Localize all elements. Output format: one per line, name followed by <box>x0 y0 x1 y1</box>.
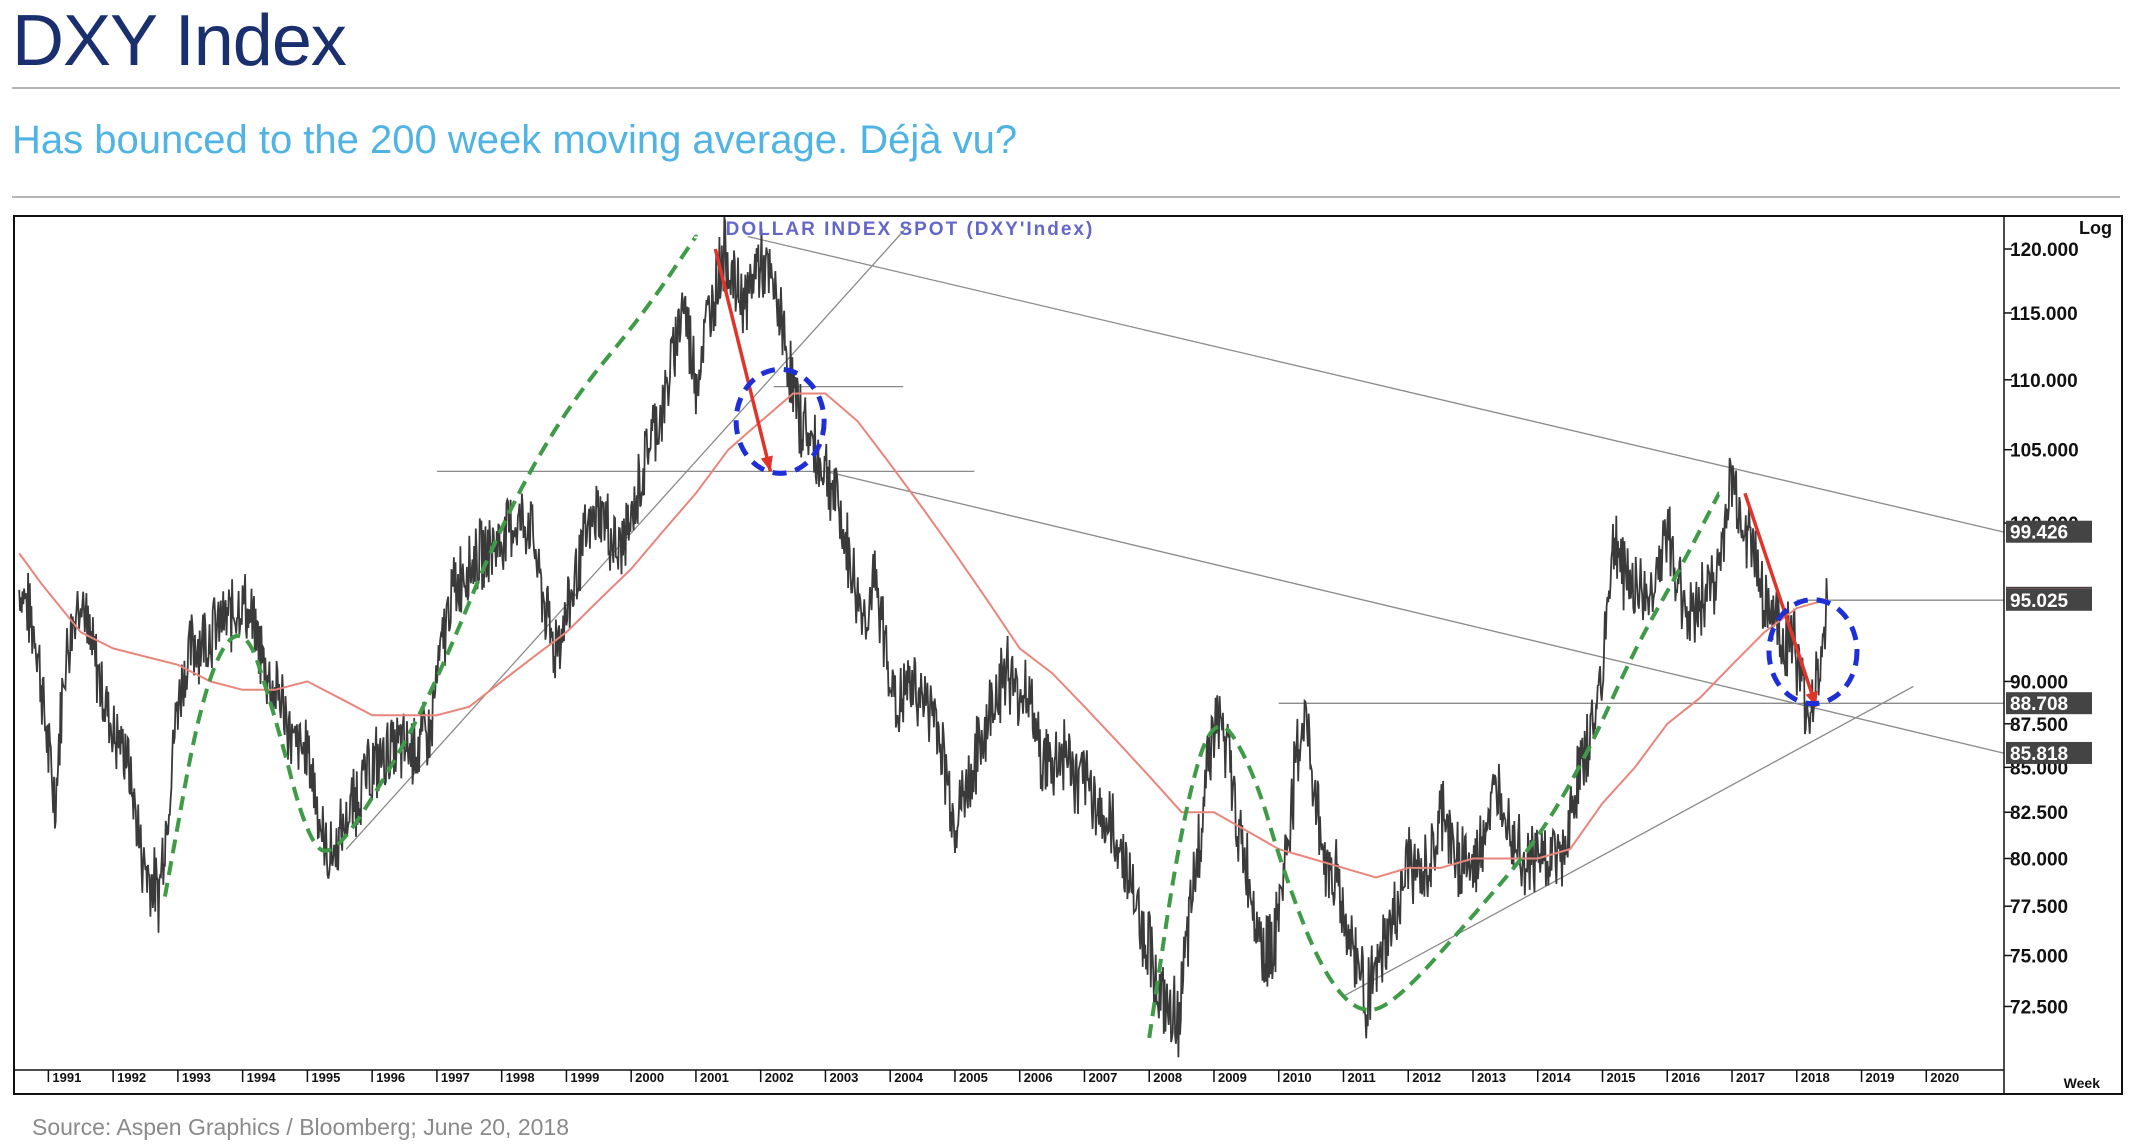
x-tick-label: 2015 <box>1607 1070 1636 1085</box>
x-tick-label: 2016 <box>1671 1070 1700 1085</box>
green-wave-annotation <box>162 234 698 899</box>
x-tick-label: 2004 <box>894 1070 924 1085</box>
x-tick-label: 2017 <box>1736 1070 1765 1085</box>
y-tick-label: 110.000 <box>2010 371 2078 392</box>
x-tick-label: 2018 <box>1801 1070 1830 1085</box>
price-label-box <box>2006 741 2092 764</box>
x-tick-label: 2008 <box>1153 1070 1182 1085</box>
price-label-box <box>2006 692 2092 715</box>
x-tick-label: 2003 <box>829 1070 858 1085</box>
red-arrowhead <box>760 455 773 472</box>
y-tick-label: 77.500 <box>2010 897 2068 918</box>
y-tick-label: 87.500 <box>2010 715 2068 736</box>
price-label: 88.708 <box>2010 694 2068 715</box>
red-arrow-annotation <box>713 248 773 472</box>
subtitle-divider <box>12 196 2120 198</box>
scale-label: Log <box>2079 218 2112 238</box>
x-tick-label: 1996 <box>376 1070 405 1085</box>
price-label: 85.818 <box>2010 744 2068 765</box>
x-tick-label: 2007 <box>1088 1070 1117 1085</box>
price-label-box <box>2006 588 2092 611</box>
green-wave-annotation <box>1147 491 1722 1039</box>
y-tick-label: 90.000 <box>2010 672 2068 693</box>
y-tick-label: 120.000 <box>2010 240 2079 261</box>
moving-average-line <box>18 392 1828 879</box>
price-label: 95.025 <box>2010 591 2069 612</box>
blue-circle-annotation <box>1766 597 1860 707</box>
x-tick-label: 2009 <box>1218 1070 1247 1085</box>
y-tick-label: 80.000 <box>2010 849 2068 870</box>
x-tick-label: 2013 <box>1477 1070 1506 1085</box>
trendline <box>747 235 2005 533</box>
x-tick-label: 2019 <box>1866 1070 1895 1085</box>
x-tick-label: 1995 <box>311 1070 340 1085</box>
trendline <box>1343 685 1914 997</box>
x-tick-label: 1999 <box>570 1070 599 1085</box>
title-divider <box>12 87 2120 89</box>
chart-title: DOLLAR INDEX SPOT (DXY'Index) <box>726 219 1095 240</box>
y-tick-label: 105.000 <box>2010 441 2079 462</box>
y-tick-label: 75.000 <box>2010 947 2068 968</box>
x-tick-label: 2002 <box>765 1070 794 1085</box>
x-tick-label: 1992 <box>117 1070 146 1085</box>
x-tick-label: 2006 <box>1024 1070 1053 1085</box>
y-tick-label: 115.000 <box>2010 304 2078 325</box>
x-tick-label: 2000 <box>635 1070 664 1085</box>
x-tick-label: 2005 <box>959 1070 988 1085</box>
chart-frame <box>13 215 2123 1095</box>
red-arrow-annotation <box>1743 492 1818 708</box>
x-tick-label: 2020 <box>1930 1070 1959 1085</box>
x-tick-label: 2012 <box>1412 1070 1441 1085</box>
source-note: Source: Aspen Graphics / Bloomberg; June… <box>32 1114 569 1140</box>
x-tick-label: 1997 <box>441 1070 470 1085</box>
x-tick-label: 1993 <box>182 1070 211 1085</box>
x-tick-label: 1991 <box>52 1070 81 1085</box>
price-label-box <box>2006 520 2092 543</box>
page-subtitle: Has bounced to the 200 week moving avera… <box>12 118 1018 162</box>
y-tick-label: 72.500 <box>2010 997 2068 1018</box>
x-tick-label: 2011 <box>1347 1070 1375 1085</box>
price-label: 99.426 <box>2010 523 2068 544</box>
x-tick-label: 1998 <box>506 1070 535 1085</box>
x-tick-label: 2010 <box>1283 1070 1312 1085</box>
blue-circle-annotation <box>733 366 827 476</box>
y-tick-label: 82.500 <box>2010 803 2068 824</box>
price-series-line <box>18 216 1829 1058</box>
x-tick-label: 2001 <box>700 1070 729 1085</box>
page-title: DXY Index <box>12 1 347 81</box>
frequency-label: Week <box>2064 1075 2101 1091</box>
x-tick-label: 2014 <box>1542 1070 1572 1085</box>
x-tick-label: 1994 <box>247 1070 277 1085</box>
